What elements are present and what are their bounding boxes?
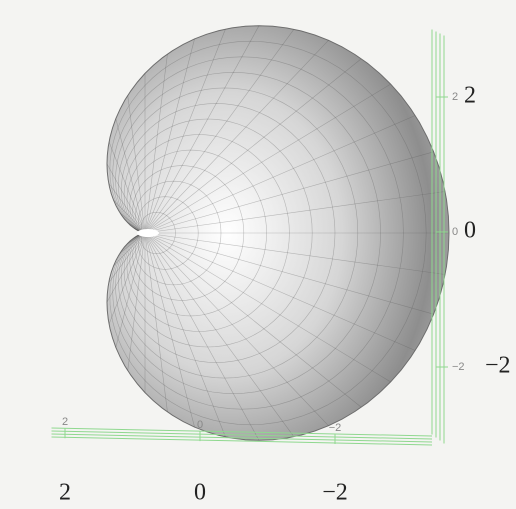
mesh-line xyxy=(144,232,416,351)
mesh-line xyxy=(126,134,290,332)
mesh-line xyxy=(144,40,329,234)
mesh-line xyxy=(127,232,146,371)
x-tick-label-small: −2 xyxy=(329,422,342,434)
mesh-line xyxy=(144,191,446,234)
mesh-line xyxy=(106,25,450,441)
mesh-line xyxy=(137,196,199,270)
surface-hole xyxy=(137,229,159,237)
mesh-line xyxy=(144,232,434,315)
mesh-line xyxy=(144,232,329,426)
mesh-line xyxy=(144,232,260,441)
y-tick-label-small: −2 xyxy=(452,361,465,373)
mesh-line xyxy=(119,232,146,254)
mesh-line xyxy=(144,232,362,408)
mesh-line xyxy=(123,118,313,348)
mesh-line xyxy=(144,38,195,234)
mesh-line xyxy=(144,232,195,428)
mesh-line xyxy=(144,232,168,412)
mesh-line xyxy=(115,118,146,234)
mesh-line xyxy=(144,25,260,234)
mesh-line xyxy=(144,29,295,234)
surface-body xyxy=(106,25,450,441)
mesh-line xyxy=(144,232,295,437)
y-tick-label: 0 xyxy=(464,218,476,244)
mesh-line xyxy=(115,71,381,395)
mesh-line xyxy=(144,232,391,383)
mesh-line xyxy=(144,29,226,234)
mesh-line xyxy=(109,40,427,426)
mesh-line xyxy=(118,87,359,379)
mesh-line xyxy=(108,232,146,325)
mesh-line xyxy=(144,83,391,234)
x-tick-label-small: 0 xyxy=(197,419,203,431)
x-tick-label-small: 2 xyxy=(62,416,68,428)
y-tick-label-small: 0 xyxy=(452,226,458,238)
mesh-line xyxy=(127,95,146,234)
mesh-line xyxy=(120,103,336,363)
x-axis-line xyxy=(51,427,433,437)
mesh-line xyxy=(135,180,222,286)
mesh-line xyxy=(113,232,146,267)
mesh-line xyxy=(113,199,146,234)
mesh-line xyxy=(140,212,176,254)
mesh-line xyxy=(144,115,416,234)
mesh-line xyxy=(108,183,146,234)
mesh-line xyxy=(112,56,404,410)
y-tick-label-small: 2 xyxy=(452,91,458,103)
x-tick-label: −2 xyxy=(322,480,348,506)
x-tick-label: 2 xyxy=(59,480,71,506)
mesh-line xyxy=(115,232,146,348)
mesh-line xyxy=(106,163,146,234)
mesh-line xyxy=(106,232,146,303)
mesh-line xyxy=(108,232,146,283)
mesh-line xyxy=(132,165,245,301)
y-tick-label: −2 xyxy=(485,353,511,379)
mesh-line xyxy=(144,151,434,234)
mesh-line xyxy=(108,141,146,234)
mesh-line xyxy=(144,58,362,234)
x-axis-line xyxy=(51,430,433,440)
mesh-line xyxy=(144,54,168,234)
y-tick-label: 2 xyxy=(464,83,476,109)
x-axis-line xyxy=(51,433,433,443)
mesh-line xyxy=(144,232,226,437)
x-tick-label: 0 xyxy=(194,480,206,506)
mesh-line xyxy=(119,212,146,234)
mesh-line xyxy=(129,149,267,317)
x-axis-line xyxy=(51,436,433,446)
surface xyxy=(106,25,450,441)
mesh-line xyxy=(144,232,446,275)
